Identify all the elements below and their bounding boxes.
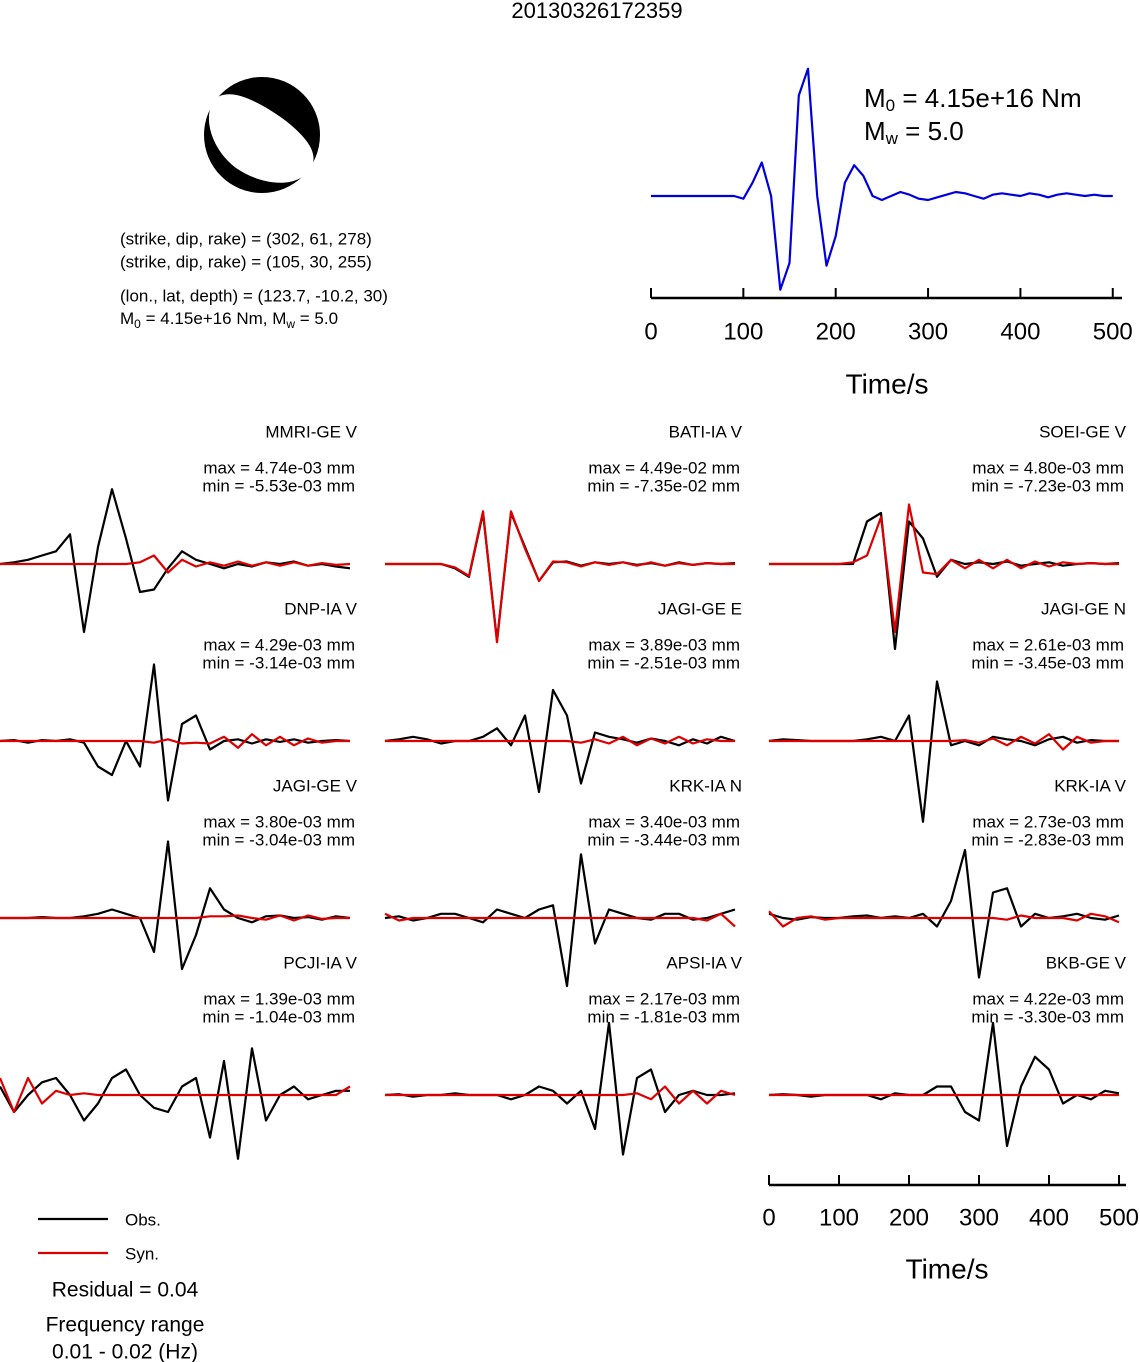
- max-label: max = 4.49e-02 mm: [588, 458, 740, 477]
- station-label: KRK-IA N: [669, 776, 742, 795]
- annotation-part: M: [864, 116, 886, 146]
- x-axis-label: Time/s: [846, 368, 929, 399]
- plane2: (strike, dip, rake) = (105, 30, 255): [120, 252, 372, 271]
- waveform: [385, 511, 736, 642]
- x-tick-label: 300: [959, 1204, 999, 1231]
- waveform: [768, 848, 1120, 979]
- waveform: [385, 510, 735, 644]
- min-label: min = -7.35e-02 mm: [587, 476, 740, 495]
- max-label: max = 3.40e-03 mm: [588, 812, 740, 831]
- x-tick-label: 100: [819, 1204, 859, 1231]
- waveform: [769, 733, 1119, 751]
- waveform: [768, 1021, 1120, 1148]
- frequency-range: 0.01 - 0.02 (Hz): [52, 1341, 198, 1362]
- annotation-part: w: [885, 129, 899, 148]
- legend-label: Syn.: [125, 1244, 159, 1263]
- station-label: SOEI-GE V: [1039, 422, 1127, 441]
- x-tick-label: 400: [1029, 1204, 1069, 1231]
- max-label: max = 4.29e-03 mm: [203, 635, 355, 654]
- annotation-part: = 5.0: [898, 116, 964, 146]
- max-label: max = 4.80e-03 mm: [972, 458, 1124, 477]
- waveform: [384, 688, 736, 794]
- x-tick-label: 500: [1099, 1204, 1139, 1231]
- station-label: BATI-IA V: [669, 422, 743, 441]
- min-label: min = -3.04e-03 mm: [202, 830, 355, 849]
- station-label: JAGI-GE E: [658, 599, 742, 618]
- waveform: [384, 853, 736, 988]
- annotation-part: = 4.15e+16 Nm: [895, 83, 1081, 113]
- annotation-part: 0: [886, 96, 895, 115]
- x-tick-label: 300: [908, 318, 948, 345]
- waveform: [769, 503, 1119, 634]
- min-label: min = -7.23e-03 mm: [971, 476, 1124, 495]
- waveform: [768, 910, 1120, 928]
- max-label: max = 3.89e-03 mm: [588, 635, 740, 654]
- max-label: max = 3.80e-03 mm: [203, 812, 355, 831]
- beachball: [204, 77, 320, 193]
- max-label: max = 1.39e-03 mm: [203, 989, 355, 1008]
- max-label: max = 2.61e-03 mm: [972, 635, 1124, 654]
- station-label: JAGI-GE V: [273, 776, 358, 795]
- min-label: min = -2.51e-03 mm: [587, 653, 740, 672]
- waveform: [0, 840, 351, 971]
- max-label: max = 4.22e-03 mm: [972, 989, 1124, 1008]
- waveform: [0, 554, 351, 574]
- waveform: [768, 680, 1119, 823]
- moment: M0 = 4.15e+16 Nm, Mw = 5.0: [120, 309, 338, 331]
- station-label: PCJI-IA V: [283, 953, 357, 972]
- x-axis-label: Time/s: [906, 1253, 989, 1284]
- station-label: JAGI-GE N: [1041, 599, 1126, 618]
- location: (lon., lat, depth) = (123.7, -10.2, 30): [120, 286, 388, 305]
- moment-annotation: Mw = 5.0: [864, 116, 964, 149]
- x-tick-label: 0: [762, 1204, 775, 1231]
- station-label: MMRI-GE V: [265, 422, 357, 441]
- plane1: (strike, dip, rake) = (302, 61, 278): [120, 229, 372, 248]
- x-tick-label: 500: [1093, 318, 1133, 345]
- x-tick-label: 200: [889, 1204, 929, 1231]
- min-label: min = -3.45e-03 mm: [971, 653, 1124, 672]
- waveform: [0, 733, 350, 749]
- moment-annotation: M0 = 4.15e+16 Nm: [864, 83, 1082, 116]
- min-label: min = -3.14e-03 mm: [202, 653, 355, 672]
- frequency-label: Frequency range: [46, 1314, 205, 1337]
- annotation-part: M: [864, 83, 886, 113]
- min-label: min = -1.04e-03 mm: [202, 1007, 355, 1026]
- station-label: KRK-IA V: [1054, 776, 1126, 795]
- waveform: [384, 912, 736, 928]
- min-label: min = -5.53e-03 mm: [202, 476, 355, 495]
- min-label: min = -3.30e-03 mm: [971, 1007, 1124, 1026]
- x-tick-label: 100: [723, 318, 763, 345]
- max-label: max = 2.17e-03 mm: [588, 989, 740, 1008]
- station-label: BKB-GE V: [1046, 953, 1127, 972]
- min-label: min = -3.44e-03 mm: [587, 830, 740, 849]
- max-label: max = 2.73e-03 mm: [972, 812, 1124, 831]
- station-label: APSI-IA V: [666, 953, 742, 972]
- waveform: [0, 914, 350, 922]
- waveform: [0, 1047, 350, 1160]
- waveform: [385, 1085, 736, 1105]
- legend-label: Obs.: [125, 1210, 161, 1229]
- max-label: max = 4.74e-03 mm: [203, 458, 355, 477]
- figure-title: 20130326172359: [511, 0, 682, 23]
- waveform: [385, 735, 735, 747]
- x-tick-label: 400: [1000, 318, 1040, 345]
- x-tick-label: 200: [816, 318, 856, 345]
- min-label: min = -2.83e-03 mm: [971, 830, 1124, 849]
- station-label: DNP-IA V: [284, 599, 357, 618]
- x-tick-label: 0: [644, 318, 657, 345]
- waveform: [384, 1021, 736, 1156]
- waveform: [0, 1076, 351, 1114]
- residual: Residual = 0.04: [52, 1279, 199, 1302]
- min-label: min = -1.81e-03 mm: [587, 1007, 740, 1026]
- waveform: [769, 511, 1120, 651]
- waveform: [651, 67, 1113, 291]
